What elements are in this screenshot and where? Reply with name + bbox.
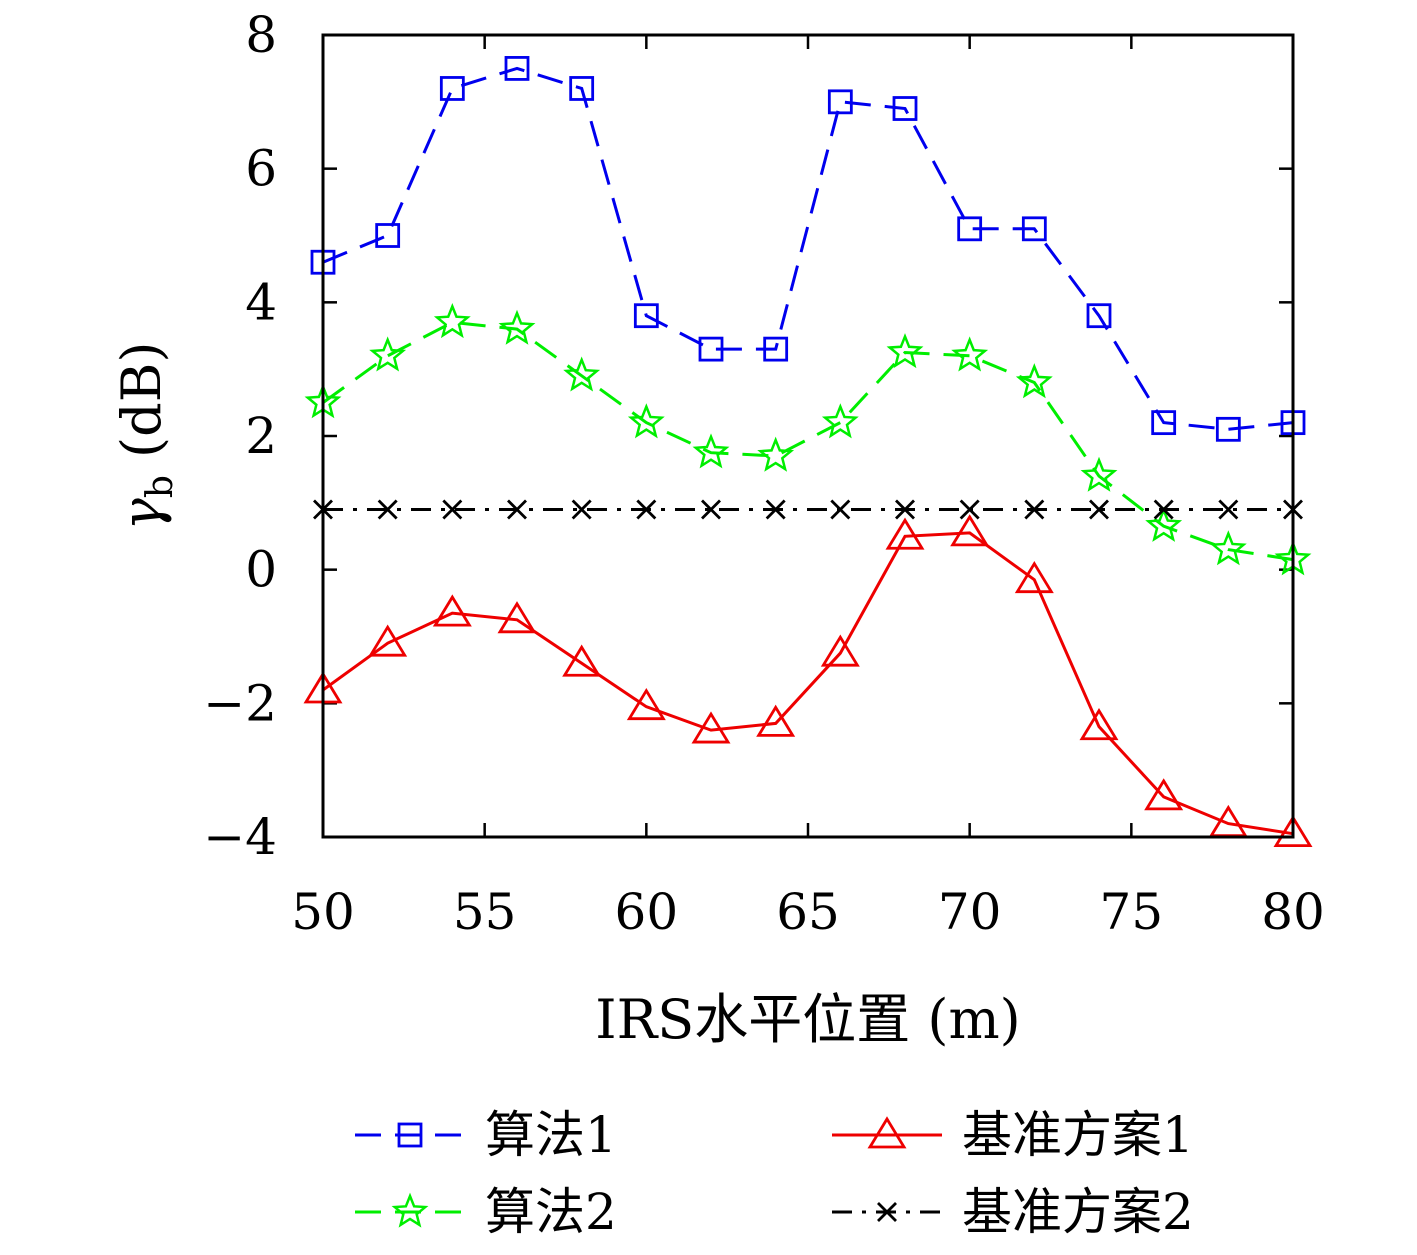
data-point xyxy=(1017,564,1051,592)
y-axis-title: γb (dB) xyxy=(110,342,181,531)
data-point xyxy=(702,501,720,519)
series-3 xyxy=(306,517,1310,846)
series-line xyxy=(323,322,1293,559)
x-tick-label: 80 xyxy=(1261,883,1325,941)
y-tick-label: 6 xyxy=(245,140,277,198)
data-point xyxy=(502,313,532,342)
data-point xyxy=(1213,534,1243,563)
series-4 xyxy=(314,501,1302,519)
data-point xyxy=(760,440,790,469)
x-axis-title: IRS水平位置 (m) xyxy=(595,988,1021,1051)
legend-label: 算法2 xyxy=(485,1183,617,1241)
legend-label: 算法1 xyxy=(485,1106,617,1164)
x-tick-label: 50 xyxy=(291,883,355,941)
y-tick-label: 4 xyxy=(245,273,277,331)
series-line xyxy=(323,533,1293,834)
data-point xyxy=(441,77,463,99)
series-1 xyxy=(312,57,1304,440)
data-point xyxy=(629,691,663,719)
x-tick-label: 65 xyxy=(776,883,840,941)
x-tick-label: 75 xyxy=(1100,883,1164,941)
y-tick-label: −4 xyxy=(203,808,277,866)
legend: 算法1 算法2 基准方案1 基准方案2 xyxy=(355,1106,1194,1241)
x-tick-label: 55 xyxy=(453,883,517,941)
y-axis-title-unit: (dB) xyxy=(110,342,173,476)
data-point xyxy=(435,597,469,625)
legend-item-3: 基准方案1 xyxy=(832,1106,1194,1164)
plot-frame xyxy=(323,35,1293,837)
legend-marker xyxy=(870,1119,904,1147)
y-tick-label: 8 xyxy=(245,6,277,64)
data-point xyxy=(377,225,399,247)
data-point xyxy=(1211,808,1245,836)
data-point xyxy=(831,501,849,519)
series-line xyxy=(323,68,1293,429)
svg-text:γb (dB): γb (dB) xyxy=(110,342,181,531)
legend-label: 基准方案2 xyxy=(962,1183,1194,1241)
y-tick-label: 0 xyxy=(245,541,277,599)
chart: 50 55 60 65 70 75 80 −4 −2 0 2 4 6 8 IRS水平位置 (m) γb (… xyxy=(0,0,1417,1255)
data-point xyxy=(890,336,920,365)
legend-item-1: 算法1 xyxy=(355,1106,617,1164)
data-point xyxy=(954,340,984,369)
legend-item-2: 算法2 xyxy=(355,1183,617,1241)
y-axis-title-sub: b xyxy=(140,475,181,498)
y-tick-label: −2 xyxy=(203,674,277,732)
legend-item-4: 基准方案2 xyxy=(832,1183,1194,1241)
y-axis-title-main: γ xyxy=(110,497,173,530)
x-tick-label: 60 xyxy=(615,883,679,941)
legend-label: 基准方案1 xyxy=(962,1106,1194,1164)
series-2 xyxy=(308,306,1308,572)
axis-ticks: 50 55 60 65 70 75 80 −4 −2 0 2 4 6 8 xyxy=(203,6,1325,941)
y-tick-label: 2 xyxy=(245,407,277,465)
data-point xyxy=(437,306,467,335)
series-group xyxy=(306,57,1310,845)
data-point xyxy=(1090,501,1108,519)
legend-marker xyxy=(395,1196,425,1225)
x-tick-label: 70 xyxy=(938,883,1002,941)
